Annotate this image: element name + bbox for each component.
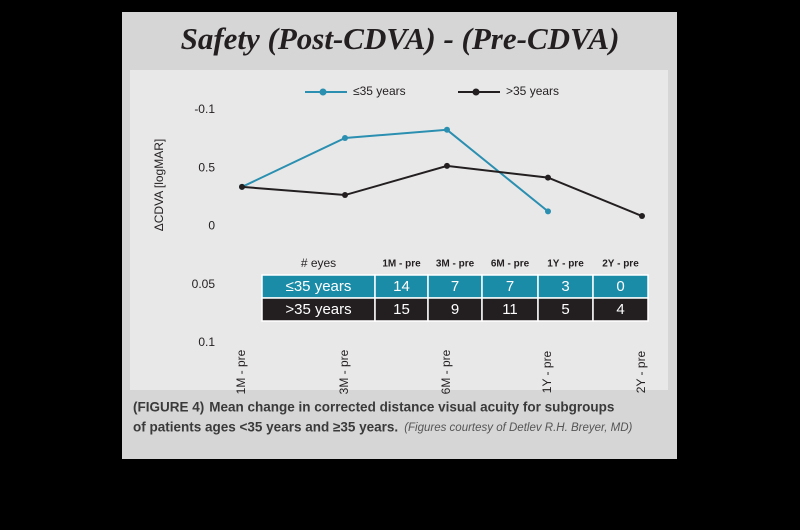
point bbox=[545, 174, 551, 181]
table-text: 4 bbox=[616, 301, 624, 318]
y-tick-label: 0 bbox=[208, 219, 215, 233]
table-header: 6M - pre bbox=[491, 259, 530, 270]
legend-label: >35 years bbox=[506, 84, 559, 98]
table-header: 1Y - pre bbox=[547, 259, 584, 270]
x-tick-label: 6M - pre bbox=[439, 349, 453, 394]
y-tick-label: 0.05 bbox=[192, 277, 216, 291]
x-tick-label: 3M - pre bbox=[337, 349, 351, 394]
table-header: 3M - pre bbox=[436, 259, 475, 270]
table-text: ≤35 years bbox=[286, 278, 352, 295]
y-tick-label: -0.1 bbox=[194, 102, 215, 116]
point bbox=[342, 192, 348, 199]
table-header: 2Y - pre bbox=[602, 259, 639, 270]
table-text: 0 bbox=[616, 278, 624, 295]
legend-label: ≤35 years bbox=[353, 84, 406, 98]
x-tick-label: 1Y - pre bbox=[540, 350, 554, 393]
table-text: 5 bbox=[561, 301, 569, 318]
point bbox=[444, 162, 450, 169]
table-text: 11 bbox=[502, 301, 518, 318]
point bbox=[545, 208, 551, 215]
point bbox=[239, 183, 245, 190]
legend-dot bbox=[472, 88, 480, 96]
table-text: 14 bbox=[393, 278, 410, 295]
y-tick-label: 0.5 bbox=[198, 160, 215, 174]
figure-label: (FIGURE 4) bbox=[133, 400, 204, 415]
table-text: 7 bbox=[451, 278, 459, 295]
point bbox=[639, 213, 645, 220]
chart-title: Safety (Post-CDVA) - (Pre-CDVA) bbox=[181, 21, 620, 56]
table-text: 9 bbox=[451, 301, 459, 318]
point bbox=[444, 126, 450, 133]
table-text: 7 bbox=[506, 278, 514, 295]
table-header: 1M - pre bbox=[382, 259, 421, 270]
table-text: >35 years bbox=[285, 301, 351, 318]
series-line bbox=[241, 128, 549, 213]
table-text: 15 bbox=[393, 301, 410, 318]
y-tick-label: 0.1 bbox=[198, 335, 215, 349]
table-cell bbox=[592, 297, 649, 322]
caption-line: of patients ages <35 years and ≥35 years… bbox=[133, 420, 398, 435]
legend-dot bbox=[319, 88, 327, 96]
y-axis-label: ΔCDVA [logMAR] bbox=[152, 139, 166, 231]
point bbox=[342, 134, 348, 141]
caption-line: Mean change in corrected distance visual… bbox=[209, 400, 614, 415]
x-tick-label: 1M - pre bbox=[234, 349, 248, 394]
plot-area bbox=[130, 70, 668, 390]
caption-credit: (Figures courtesy of Detlev R.H. Breyer,… bbox=[404, 422, 632, 434]
x-tick-label: 2Y - pre bbox=[634, 350, 648, 393]
table-text: 3 bbox=[561, 278, 569, 295]
table-header: # eyes bbox=[301, 256, 336, 270]
